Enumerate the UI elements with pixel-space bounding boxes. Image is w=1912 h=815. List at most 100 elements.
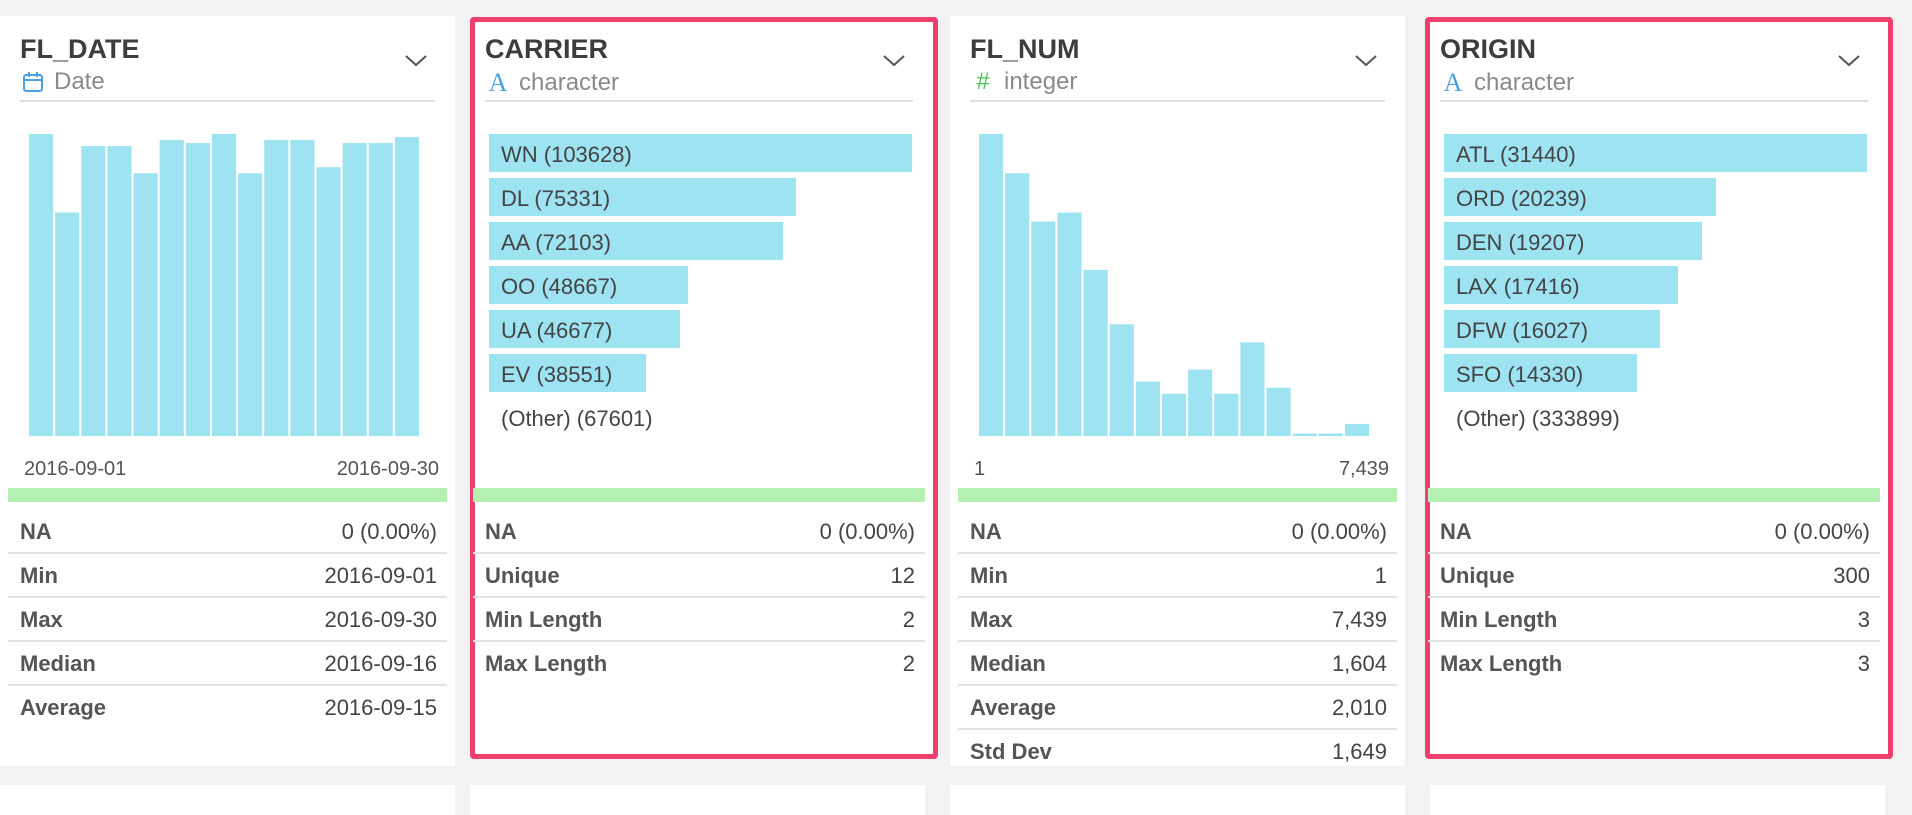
histogram-bar[interactable] (185, 143, 210, 436)
top-value-row[interactable]: OO (48667) (489, 266, 912, 304)
summary-stats: NA 0 (0.00%) Unique 12 Min Length 2 Max Length… (473, 510, 925, 686)
histogram-bar[interactable] (1031, 221, 1056, 436)
missing-values-bar (473, 488, 925, 502)
histogram-bar[interactable] (1266, 387, 1291, 436)
top-value-label: DL (75331) (501, 186, 611, 211)
stat-label: Max Length (1440, 651, 1563, 676)
column-header[interactable]: FL_DATE Date (20, 16, 435, 102)
top-value-bar (489, 310, 680, 348)
chevron-down-icon[interactable] (1836, 50, 1862, 70)
top-values-chart: WN (103628) DL (75331) AA (72103) OO (48667… (481, 134, 917, 504)
histogram-bar[interactable] (1005, 173, 1030, 436)
character-icon: A (488, 68, 508, 97)
chevron-down-icon[interactable] (403, 50, 429, 70)
stat-value: 1,604 (1331, 651, 1387, 676)
column-header[interactable]: FL_NUM # integer (970, 16, 1385, 102)
histogram-bar[interactable] (238, 173, 263, 436)
missing-values-bar (1428, 488, 1880, 502)
histogram-bar[interactable] (29, 134, 54, 436)
histogram-bar[interactable] (290, 140, 315, 436)
column-type-label: character (519, 69, 620, 96)
stat-value: 1,649 (1331, 739, 1387, 764)
histogram-bar[interactable] (316, 167, 341, 436)
stat-label: Median (970, 651, 1046, 676)
histogram-bar[interactable] (1188, 369, 1213, 436)
top-value-label: EV (38551) (501, 362, 613, 387)
column-type: # integer (970, 68, 1077, 96)
top-value-row[interactable]: EV (38551) (489, 354, 912, 392)
histogram-bar[interactable] (1344, 423, 1369, 436)
stat-value: 300 (1833, 563, 1870, 588)
histogram-bar[interactable] (55, 212, 80, 436)
axis-min-label: 1 (974, 458, 986, 480)
stat-row: Std Dev 1,649 (958, 730, 1397, 774)
histogram-bar[interactable] (107, 146, 132, 436)
top-value-row[interactable]: ORD (20239) (1444, 178, 1867, 216)
histogram-bar[interactable] (1214, 393, 1239, 436)
column-name: FL_NUM (970, 34, 1080, 64)
other-values-row[interactable]: (Other) (67601) (489, 398, 912, 436)
top-values-chart: ATL (31440) ORD (20239) DEN (19207) LAX (17… (1436, 134, 1872, 504)
stat-row: Max 7,439 (958, 598, 1397, 642)
stat-label: NA (1440, 519, 1472, 544)
top-value-bar (1444, 266, 1678, 304)
stat-value: 2 (902, 651, 915, 676)
stat-label: Median (20, 651, 96, 676)
next-row-card (1430, 785, 1885, 815)
histogram-bar[interactable] (211, 134, 237, 436)
stat-label: Unique (1440, 563, 1515, 588)
histogram-bar[interactable] (394, 137, 419, 436)
stat-value: 3 (1857, 607, 1870, 632)
histogram-bar[interactable] (1292, 433, 1317, 436)
histogram-bar[interactable] (979, 134, 1004, 436)
top-value-row[interactable]: ATL (31440) (1444, 134, 1867, 172)
histogram-bar[interactable] (1057, 212, 1082, 436)
stat-row: Min Length 2 (473, 598, 925, 642)
top-value-row[interactable]: UA (46677) (489, 310, 912, 348)
top-value-row[interactable]: LAX (17416) (1444, 266, 1867, 304)
histogram-bar[interactable] (264, 140, 289, 436)
top-value-label: ORD (20239) (1456, 186, 1587, 211)
histogram-bar[interactable] (342, 143, 367, 436)
stat-value: 2016-09-30 (324, 607, 437, 632)
stat-value: 1 (1374, 563, 1387, 588)
histogram-bar[interactable] (1083, 269, 1108, 436)
histogram-bar[interactable] (1240, 342, 1265, 436)
missing-values-bar (958, 488, 1397, 502)
top-value-row[interactable]: DL (75331) (489, 178, 912, 216)
histogram-bar[interactable] (133, 173, 158, 436)
column-type-label: character (1474, 69, 1575, 96)
stat-label: NA (970, 519, 1002, 544)
summary-stats: NA 0 (0.00%) Unique 300 Min Length 3 Max Lengt… (1428, 510, 1880, 686)
stat-row: Min 2016-09-01 (8, 554, 447, 598)
top-value-row[interactable]: WN (103628) (489, 134, 912, 172)
column-type: Date (20, 68, 105, 96)
top-value-row[interactable]: DFW (16027) (1444, 310, 1867, 348)
stat-row: Min Length 3 (1428, 598, 1880, 642)
stat-value: 0 (0.00%) (1774, 519, 1870, 544)
histogram-bar[interactable] (1109, 324, 1134, 436)
top-value-row[interactable]: DEN (19207) (1444, 222, 1867, 260)
top-value-row[interactable]: AA (72103) (489, 222, 912, 260)
stat-label: Min Length (1440, 607, 1558, 632)
stat-row: Max Length 2 (473, 642, 925, 686)
histogram-bar[interactable] (1318, 433, 1343, 436)
stat-value: 0 (0.00%) (1291, 519, 1387, 544)
histogram-bar[interactable] (368, 143, 393, 436)
other-values-row[interactable]: (Other) (333899) (1444, 398, 1867, 436)
stat-row: NA 0 (0.00%) (958, 510, 1397, 554)
stat-row: Median 2016-09-16 (8, 642, 447, 686)
stat-value: 0 (0.00%) (819, 519, 915, 544)
chevron-down-icon[interactable] (1353, 50, 1379, 70)
histogram-bar[interactable] (159, 140, 184, 436)
stat-label: Std Dev (970, 739, 1052, 764)
chevron-down-icon[interactable] (881, 50, 907, 70)
histogram-bar[interactable] (1161, 393, 1187, 436)
histogram-bar[interactable] (81, 146, 106, 436)
histogram-bar[interactable] (1135, 381, 1160, 436)
top-value-row[interactable]: SFO (14330) (1444, 354, 1867, 392)
